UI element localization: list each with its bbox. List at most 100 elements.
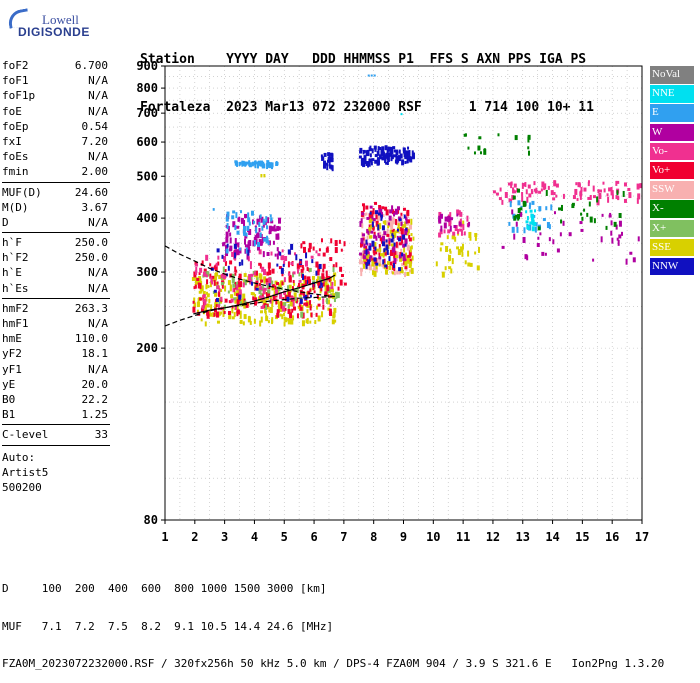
echo-point-vo: [312, 246, 315, 251]
echo-point-nnw: [318, 263, 322, 269]
echo-point-x: [512, 195, 516, 200]
y-tick-label: 900: [136, 59, 158, 73]
echo-point-vo: [304, 279, 307, 286]
echo-point-vo: [592, 185, 595, 192]
echo-point-sse: [253, 318, 256, 324]
echo-point-nnw: [377, 148, 380, 155]
echo-point-nnw: [396, 228, 399, 232]
echo-point-nnw: [369, 158, 373, 163]
echo-point-vo: [338, 239, 341, 244]
echo-point-vo: [492, 190, 496, 194]
echo-point-sse: [293, 282, 296, 286]
echo-point-vo: [552, 197, 556, 201]
echo-point-vo: [335, 262, 338, 268]
echo-point-ssw: [363, 240, 366, 246]
echo-point-w: [541, 251, 545, 256]
echo-point-sse: [316, 305, 319, 310]
echo-point-e: [266, 225, 269, 230]
echo-point-x: [581, 216, 584, 221]
echo-point-sse: [251, 292, 255, 296]
echo-point-w: [244, 248, 247, 254]
echo-point-x: [483, 148, 487, 155]
echo-point-sse: [451, 235, 454, 240]
echo-point-w: [233, 249, 237, 254]
echo-point-ssw: [378, 231, 382, 236]
echo-point-vo: [287, 308, 291, 314]
echo-point-sse: [268, 309, 272, 313]
echo-point-nnw: [323, 152, 327, 157]
echo-point-vo: [284, 256, 288, 262]
echo-point-nnw: [331, 165, 334, 172]
echo-point-w: [262, 224, 265, 228]
echo-point-vo: [203, 299, 207, 306]
echo-point-sse: [388, 265, 392, 270]
param-group-muf: MUF(D) 24.60 M(D) 3.67 D N/A: [2, 185, 110, 231]
echo-point-x: [605, 225, 608, 230]
echo-point-vo: [263, 303, 267, 309]
echo-point-ssw: [366, 235, 369, 240]
legend-item-e: E: [650, 104, 694, 122]
echo-point-nnw: [371, 148, 374, 154]
echo-point-vo: [231, 305, 234, 309]
param-value: 3.67: [81, 200, 109, 214]
echo-point-x: [244, 300, 247, 305]
echo-point-w: [440, 225, 443, 232]
echo-point-nnw: [374, 159, 378, 164]
echo-point-nnw: [377, 159, 380, 165]
echo-point-vo: [199, 267, 203, 273]
param-value: 33: [94, 428, 108, 442]
echo-point-vo: [254, 286, 257, 291]
echo-point-sse: [239, 319, 243, 324]
param-row-he: h`E N/A: [2, 265, 110, 280]
profile-lines: [164, 245, 336, 327]
echo-point-vo: [368, 224, 372, 228]
echo-point-e: [243, 232, 247, 236]
echo-point-ssw: [393, 219, 396, 223]
param-label: foE: [2, 104, 22, 118]
auto-engine: Artist5: [2, 465, 49, 479]
echo-point-vo: [260, 305, 264, 309]
echo-point-w: [391, 247, 395, 253]
echo-point-nnw: [365, 161, 369, 167]
echo-point-e: [248, 221, 251, 226]
echo-point-x: [583, 208, 586, 212]
echo-point-ssw: [408, 269, 412, 273]
echo-point-vo: [397, 207, 400, 214]
echo-point-vo: [193, 286, 196, 290]
echo-point-w: [277, 233, 280, 240]
echo-point-vo: [460, 229, 463, 236]
echo-point-sse: [243, 314, 247, 320]
topside-profile: [164, 245, 335, 298]
echo-point-vo: [261, 294, 264, 298]
param-row-fmin: fmin 2.00: [2, 164, 110, 179]
echo-point-sse: [454, 236, 457, 242]
echo-point-x: [517, 214, 520, 221]
echo-point-vo: [438, 232, 442, 238]
echo-point-e: [546, 222, 550, 229]
echo-point-e: [232, 210, 236, 214]
echo-point-e: [246, 161, 249, 165]
echo-point-vo: [617, 197, 620, 201]
echo-point-vo: [279, 294, 283, 299]
echo-point-e: [260, 160, 264, 167]
echo-point-vo: [540, 188, 543, 192]
x-tick-label: 8: [370, 530, 377, 544]
echo-point-sse: [281, 314, 284, 320]
echo-point-nnw: [390, 155, 394, 160]
echo-point-w: [248, 228, 252, 235]
echo-point-w: [232, 221, 236, 228]
echo-point-vo: [202, 294, 206, 299]
echo-point-vo: [449, 219, 452, 225]
echo-point-vo: [303, 302, 306, 306]
echo-point-x: [326, 297, 329, 304]
echo-point-w: [398, 254, 401, 259]
echo-point-w: [383, 231, 387, 236]
echo-point-w: [552, 239, 555, 245]
echo-point-vo: [211, 275, 215, 279]
echo-point-w: [234, 238, 237, 245]
param-row-foe: foE N/A: [2, 104, 110, 119]
echo-point-w: [363, 243, 366, 248]
echo-point-vo: [361, 203, 365, 207]
echo-point-vo: [300, 268, 304, 273]
echo-point-nnw: [381, 146, 385, 152]
